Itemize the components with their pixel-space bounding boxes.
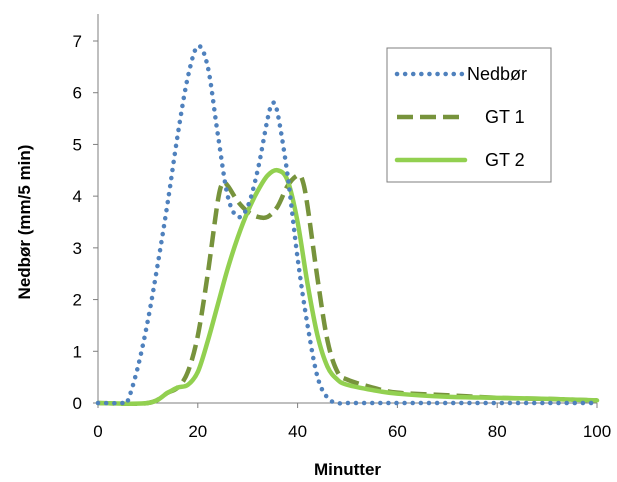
legend-label-gt-1: GT 1 bbox=[485, 107, 525, 127]
x-tick-label: 80 bbox=[488, 422, 507, 441]
y-ticks: 0 1 2 3 4 5 6 7 bbox=[73, 32, 98, 413]
y-tick-label: 1 bbox=[73, 342, 82, 361]
x-ticks: 0 20 40 60 80 100 bbox=[93, 403, 611, 441]
series-layer bbox=[95, 43, 600, 407]
x-tick-label: 60 bbox=[388, 422, 407, 441]
series-line-nedbor bbox=[95, 43, 600, 407]
y-axis-title: Nedbør (mm/5 min) bbox=[15, 145, 34, 300]
y-tick-label: 3 bbox=[73, 239, 82, 258]
y-tick-label: 0 bbox=[73, 394, 82, 413]
legend-label-gt-2: GT 2 bbox=[485, 150, 525, 170]
y-tick-label: 6 bbox=[73, 84, 82, 103]
x-tick-label: 0 bbox=[93, 422, 102, 441]
y-tick-label: 4 bbox=[73, 187, 82, 206]
legend: Nedbør GT 1 GT 2 bbox=[386, 47, 552, 183]
legend-label-nedbor: Nedbør bbox=[467, 64, 527, 84]
x-axis-title: Minutter bbox=[314, 460, 381, 479]
y-tick-label: 7 bbox=[73, 32, 82, 51]
series-line-gt-2 bbox=[95, 167, 600, 407]
y-tick-label: 2 bbox=[73, 291, 82, 310]
axes: 0 1 2 3 4 5 6 7 0 20 40 60 80 100 bbox=[73, 14, 611, 441]
x-tick-label: 20 bbox=[188, 422, 207, 441]
series-line-gt-1 bbox=[97, 172, 598, 407]
x-tick-label: 40 bbox=[288, 422, 307, 441]
y-tick-label: 5 bbox=[73, 135, 82, 154]
x-tick-label: 100 bbox=[583, 422, 611, 441]
